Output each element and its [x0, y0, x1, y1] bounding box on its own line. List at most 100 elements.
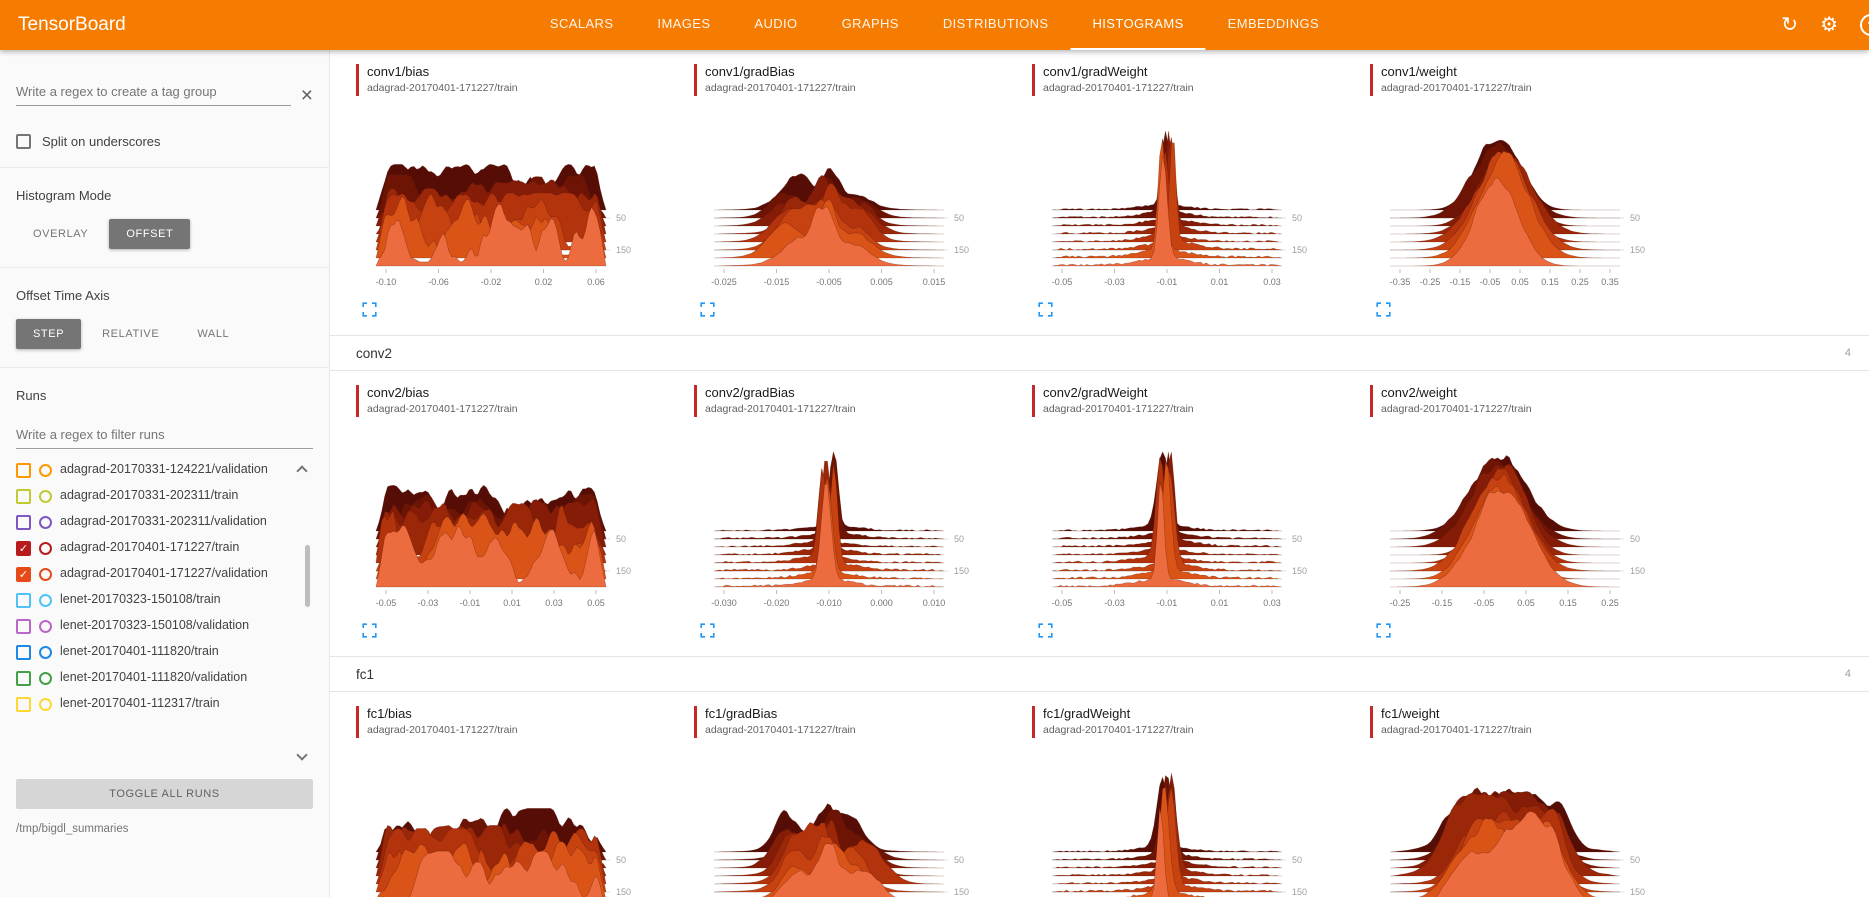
histogram-chart[interactable]: 50 150 -0.05 -0.03 -0.01 0.01 0.03 0.05 — [358, 435, 668, 615]
tab-scalars[interactable]: SCALARS — [549, 16, 614, 31]
split-underscores-label: Split on underscores — [42, 134, 161, 149]
svg-text:50: 50 — [1292, 855, 1302, 865]
card-accent-bar — [356, 706, 359, 738]
option-overlay[interactable]: OVERLAY — [33, 228, 89, 240]
histogram-chart[interactable]: 50 150 — [358, 756, 668, 897]
histogram-chart[interactable]: 50 150 -0.030 -0.020 -0.010 0.000 0.010 — [696, 435, 1006, 615]
run-color-swatch — [39, 698, 52, 711]
log-directory-path: /tmp/bigdl_summaries — [16, 823, 129, 835]
run-item[interactable]: lenet-20170401-111820/validation — [16, 665, 295, 691]
runs-section: Runs adagrad-20170331-124221/validationa… — [0, 368, 329, 851]
gear-icon[interactable]: ⚙ — [1820, 14, 1838, 36]
svg-text:0.03: 0.03 — [1263, 277, 1281, 287]
fullscreen-icon — [1376, 302, 1391, 317]
run-checkbox[interactable] — [16, 619, 31, 634]
tab-audio[interactable]: AUDIO — [754, 16, 798, 31]
svg-text:150: 150 — [954, 245, 969, 255]
histogram-card: fc1/bias adagrad-20170401-171227/train 50 1… — [356, 706, 694, 897]
run-list-scrollbar[interactable] — [305, 545, 310, 607]
histogram-chart[interactable]: 50 150 — [696, 756, 1006, 897]
svg-text:0.015: 0.015 — [923, 277, 946, 287]
run-checkbox[interactable] — [16, 671, 31, 686]
offset-time-axis-section: Offset Time Axis STEP RELATIVE WALL — [0, 268, 329, 368]
refresh-icon[interactable]: ↻ — [1781, 14, 1799, 36]
histogram-chart[interactable]: 50 150 -0.35 -0.25 -0.15 -0.05 0.05 0.15 0.25 0.3… — [1372, 114, 1682, 294]
expand-chart-button[interactable] — [700, 302, 715, 317]
histogram-chart[interactable]: 50 150 -0.05 -0.03 -0.01 0.01 0.03 — [1034, 435, 1344, 615]
tab-embeddings[interactable]: EMBEDDINGS — [1227, 16, 1320, 31]
split-underscores-checkbox[interactable] — [16, 134, 31, 149]
chart-title: conv2/bias — [367, 385, 430, 400]
tab-histograms[interactable]: HISTOGRAMS — [1070, 0, 1206, 50]
run-item[interactable]: adagrad-20170331-202311/validation — [16, 509, 295, 535]
histogram-chart[interactable]: 50 150 -0.025 -0.015 -0.005 0.005 0.015 — [696, 114, 1006, 294]
help-icon[interactable]: ? — [1860, 14, 1869, 36]
chart-title: fc1/bias — [367, 706, 412, 721]
run-checkbox[interactable] — [16, 489, 31, 504]
option-offset[interactable]: OFFSET — [109, 219, 191, 249]
svg-text:0.02: 0.02 — [535, 277, 553, 287]
expand-chart-button[interactable] — [362, 302, 377, 317]
histogram-chart[interactable]: 50 150 — [1034, 756, 1344, 897]
chart-run-label: adagrad-20170401-171227/train — [1043, 82, 1194, 94]
card-accent-bar — [356, 385, 359, 417]
run-item[interactable]: lenet-20170323-150108/validation — [16, 613, 295, 639]
run-checkbox[interactable] — [16, 645, 31, 660]
section-header[interactable]: fc1 4 — [330, 656, 1869, 692]
run-checkbox[interactable]: ✓ — [16, 567, 31, 582]
run-checkbox[interactable]: ✓ — [16, 541, 31, 556]
section-count: 4 — [1844, 347, 1851, 359]
histogram-chart[interactable]: 50 150 -0.10 -0.06 -0.02 0.02 0.06 — [358, 114, 668, 294]
run-checkbox[interactable] — [16, 515, 31, 530]
histogram-chart[interactable]: 50 150 -0.05 -0.03 -0.01 0.01 0.03 — [1034, 114, 1344, 294]
toggle-all-runs-button[interactable]: TOGGLE ALL RUNS — [16, 779, 313, 809]
expand-chart-button[interactable] — [1038, 302, 1053, 317]
app-header: TensorBoard SCALARS IMAGES AUDIO GRAPHS DIST… — [0, 0, 1869, 50]
cards-row: conv1/bias adagrad-20170401-171227/train 5… — [330, 50, 1869, 333]
histogram-card: conv1/gradBias adagrad-20170401-171227/tr… — [694, 64, 1032, 317]
option-relative[interactable]: RELATIVE — [102, 328, 160, 340]
tag-section: conv2 4 conv2/bias adagrad-20170401-171227/… — [330, 335, 1869, 654]
run-filter-input[interactable] — [16, 421, 313, 449]
run-item[interactable]: ✓ adagrad-20170401-171227/validation — [16, 561, 295, 587]
chart-title: conv1/bias — [367, 64, 430, 79]
card-accent-bar — [1370, 706, 1373, 738]
card-head: conv1/bias adagrad-20170401-171227/train — [356, 64, 694, 96]
expand-chart-button[interactable] — [362, 623, 377, 638]
chart-run-label: adagrad-20170401-171227/train — [1043, 403, 1194, 415]
run-item[interactable]: adagrad-20170331-124221/validation — [16, 457, 295, 483]
svg-text:0.010: 0.010 — [923, 598, 946, 608]
option-wall[interactable]: WALL — [197, 328, 230, 340]
offset-time-axis-options: STEP RELATIVE WALL — [16, 319, 313, 349]
run-item[interactable]: lenet-20170401-111820/train — [16, 639, 295, 665]
histogram-mode-heading: Histogram Mode — [16, 188, 112, 203]
histogram-chart[interactable]: 50 150 — [1372, 756, 1682, 897]
tab-graphs[interactable]: GRAPHS — [841, 16, 899, 31]
expand-chart-button[interactable] — [1038, 623, 1053, 638]
histogram-chart[interactable]: 50 150 -0.25 -0.15 -0.05 0.05 0.15 0.25 — [1372, 435, 1682, 615]
tag-filter-input[interactable] — [16, 78, 291, 106]
tab-images[interactable]: IMAGES — [657, 16, 711, 31]
histogram-card: conv2/bias adagrad-20170401-171227/train 5… — [356, 385, 694, 638]
option-step[interactable]: STEP — [16, 319, 82, 349]
clear-tag-filter-icon[interactable]: × — [300, 84, 313, 107]
run-checkbox[interactable] — [16, 463, 31, 478]
section-header[interactable]: conv2 4 — [330, 335, 1869, 371]
fullscreen-icon — [1038, 623, 1053, 638]
svg-text:50: 50 — [1292, 534, 1302, 544]
run-item[interactable]: ✓ adagrad-20170401-171227/train — [16, 535, 295, 561]
svg-text:-0.005: -0.005 — [816, 277, 842, 287]
run-item[interactable]: lenet-20170401-112317/train — [16, 691, 295, 717]
svg-text:-0.05: -0.05 — [1474, 598, 1495, 608]
svg-text:-0.05: -0.05 — [1480, 277, 1501, 287]
tab-distributions[interactable]: DISTRIBUTIONS — [942, 16, 1049, 31]
expand-chart-button[interactable] — [700, 623, 715, 638]
run-checkbox[interactable] — [16, 593, 31, 608]
run-checkbox[interactable] — [16, 697, 31, 712]
svg-text:0.000: 0.000 — [870, 598, 893, 608]
run-item[interactable]: lenet-20170323-150108/train — [16, 587, 295, 613]
run-item[interactable]: adagrad-20170331-202311/train — [16, 483, 295, 509]
expand-chart-button[interactable] — [1376, 302, 1391, 317]
run-label: adagrad-20170331-202311/train — [60, 488, 239, 502]
expand-chart-button[interactable] — [1376, 623, 1391, 638]
